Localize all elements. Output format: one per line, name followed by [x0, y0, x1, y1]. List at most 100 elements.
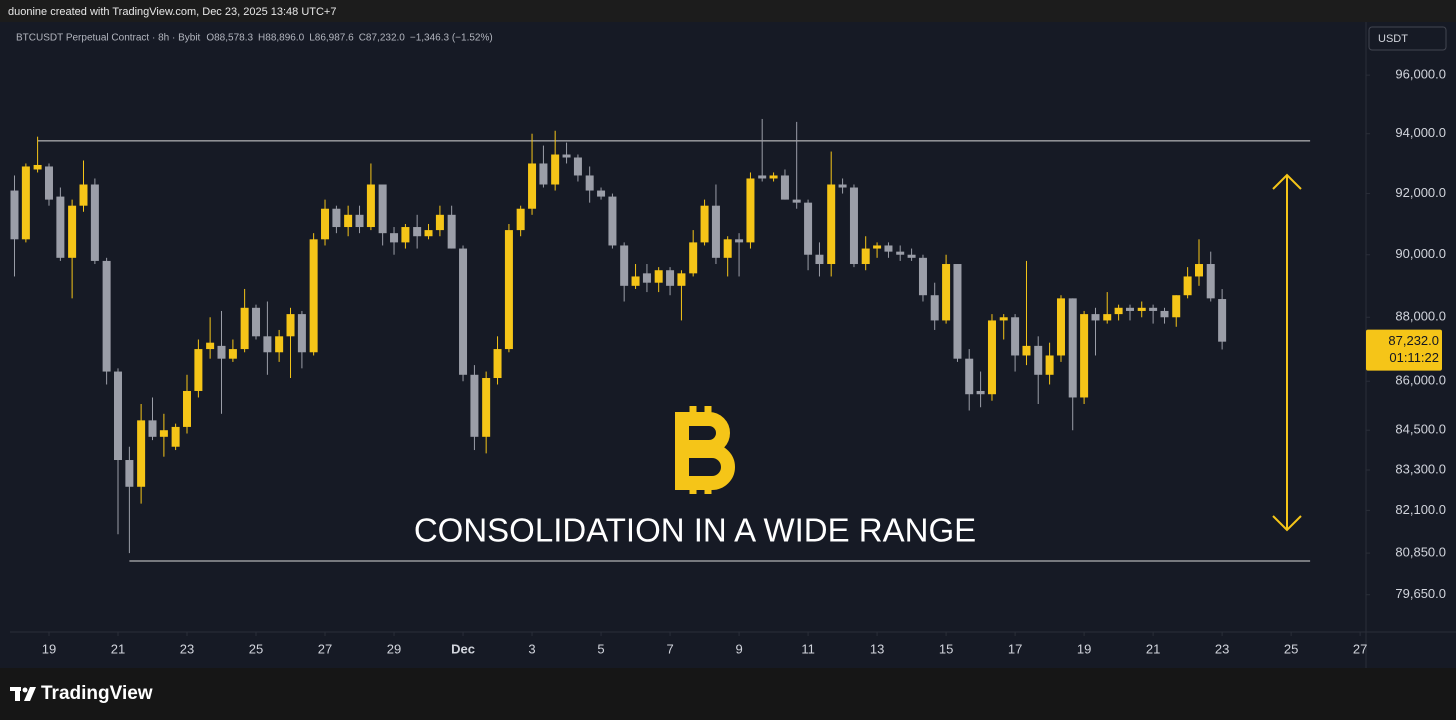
candle-body [424, 230, 433, 237]
x-tick-label: 29 [387, 641, 401, 656]
candle-body [297, 314, 306, 353]
candle-body [804, 202, 813, 255]
candle-body [206, 342, 215, 350]
currency-box[interactable] [1368, 26, 1447, 51]
candle-body [56, 196, 65, 258]
y-tick-label: 88,000.0 [1395, 309, 1446, 324]
candle-body [355, 214, 364, 228]
candle-body [608, 196, 617, 246]
x-tick-label: 23 [1215, 641, 1229, 656]
candle-body [827, 184, 836, 265]
candle-body [769, 175, 778, 179]
candle-body [240, 307, 249, 350]
candle-body [884, 245, 893, 252]
candle-body [987, 320, 996, 395]
currency: USDT [1378, 33, 1408, 45]
candle-body [1068, 298, 1077, 398]
legend: BTCUSDT Perpetual Contract · 8h · Bybit … [16, 33, 493, 44]
candle-body [516, 208, 525, 231]
legend-open: O88,578.3 [206, 33, 253, 44]
x-tick-label: 9 [735, 641, 742, 656]
legend-change: −1,346.3 (−1.52%) [410, 33, 493, 44]
candle-body [332, 208, 341, 228]
x-tick-label: 23 [180, 641, 194, 656]
y-tick-label: 79,650.0 [1395, 586, 1446, 601]
x-tick-label: 15 [939, 641, 953, 656]
candle-body [838, 184, 847, 188]
candle-body [366, 184, 375, 228]
x-tick-label: 21 [1146, 641, 1160, 656]
y-tick-label: 82,100.0 [1395, 502, 1446, 517]
candle-body [171, 426, 180, 447]
candle-body [1103, 314, 1112, 321]
legend-low: L86,987.6 [309, 33, 354, 44]
candle-body [999, 317, 1008, 321]
footer [0, 668, 1456, 720]
candle-body [309, 239, 318, 353]
candle-body [1172, 295, 1181, 318]
y-tick-label: 90,000.0 [1395, 246, 1446, 261]
candle-body [137, 420, 146, 487]
brand[interactable]: TradingView [41, 683, 153, 704]
top-bar [0, 0, 1456, 22]
candle-body [10, 190, 19, 240]
candle-body [159, 430, 168, 437]
candle-body [896, 251, 905, 255]
candle-body [907, 254, 916, 258]
candle-body [102, 260, 111, 372]
y-tick-label: 92,000.0 [1395, 185, 1446, 200]
x-tick-label: 13 [870, 641, 884, 656]
candle-body [378, 184, 387, 234]
x-tick-label: Dec [451, 641, 475, 656]
last-price-tag [1366, 329, 1442, 371]
candle-body [1160, 310, 1169, 318]
logo-stem [15, 687, 20, 701]
icon-bars [689, 406, 712, 494]
candle-body [470, 374, 479, 437]
candle-body [539, 163, 548, 185]
candle-body [666, 270, 675, 286]
brand-logo[interactable] [10, 687, 36, 701]
candle-body [918, 257, 927, 296]
candle-body [528, 163, 537, 209]
logo-slash [24, 687, 36, 701]
candle-body [1206, 264, 1215, 299]
x-tick-label: 3 [528, 641, 535, 656]
candle-body [435, 214, 444, 231]
y-tick-label: 84,500.0 [1395, 422, 1446, 437]
candle-body [620, 245, 629, 286]
candle-body [573, 157, 582, 176]
candle-body [965, 358, 974, 395]
candle-body [654, 270, 663, 283]
candle-body [723, 239, 732, 258]
candle-body [861, 248, 870, 265]
candle-body [746, 178, 755, 243]
candle-body [183, 390, 192, 427]
candle-body [228, 349, 237, 359]
candle-body [344, 214, 353, 228]
last-price-label: 87,232.0 [1388, 333, 1439, 348]
candle-body [976, 390, 985, 395]
candle-body [21, 166, 30, 240]
candle-body [562, 154, 571, 158]
candle-body [585, 175, 594, 191]
candle-body [390, 233, 399, 243]
candle-body [758, 175, 767, 179]
candle-body [413, 227, 422, 237]
candle-body [1056, 298, 1065, 356]
candle-body [700, 205, 709, 243]
legend-high: H88,896.0 [258, 33, 305, 44]
candle-body [447, 214, 456, 249]
candle-body [1183, 276, 1192, 296]
bitcoin-icon [675, 406, 735, 494]
x-tick-label: 19 [1077, 641, 1091, 656]
x-tick-label: 25 [1284, 641, 1298, 656]
candle-body [689, 242, 698, 274]
candle-body [1091, 314, 1100, 321]
candle-body [873, 245, 882, 249]
candle-body [275, 336, 284, 353]
candle-body [1045, 355, 1054, 375]
x-tick-label: 21 [111, 641, 125, 656]
icon-lower-bowl [675, 444, 735, 490]
annotation: CONSOLIDATION IN A WIDE RANGE [414, 512, 976, 549]
